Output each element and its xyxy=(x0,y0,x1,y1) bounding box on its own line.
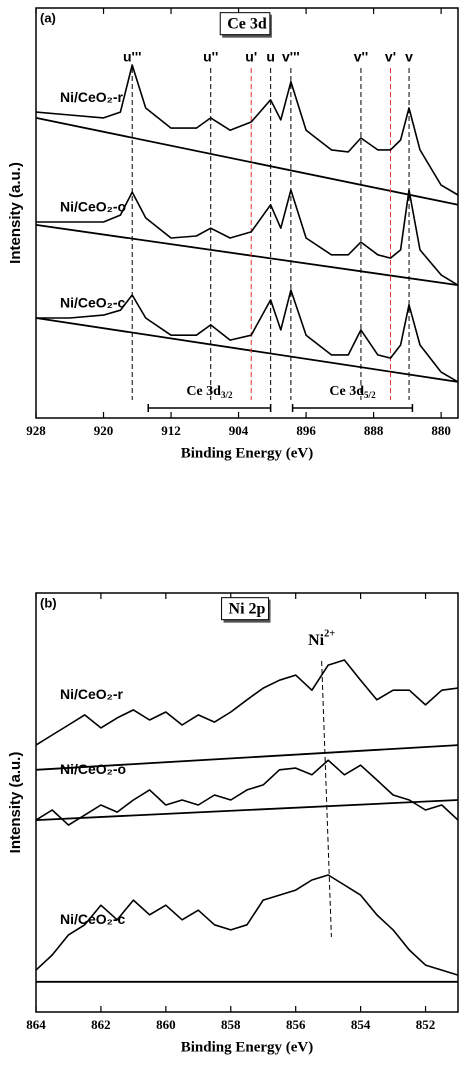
range-label: Ce 3d3/2 xyxy=(186,384,233,400)
annotation-label: Ni2+ xyxy=(308,629,335,649)
peak-label: v'' xyxy=(354,49,368,65)
series-label: Ni/CeO₂-o xyxy=(60,199,126,215)
range-label-main: Ce 3d xyxy=(186,384,221,399)
x-tick-label: 912 xyxy=(161,423,181,438)
baseline xyxy=(35,799,459,821)
peak-label: v''' xyxy=(282,49,300,65)
x-tick-label: 888 xyxy=(364,423,384,438)
x-tick-label: 864 xyxy=(26,1017,46,1032)
baseline xyxy=(35,744,459,771)
peak-label: v xyxy=(405,49,413,65)
title-box xyxy=(219,12,271,36)
series-label: Ni/CeO₂-r xyxy=(60,89,124,105)
y-axis-label: Intensity (a.u.) xyxy=(7,752,24,854)
peak-label: u'' xyxy=(203,49,218,65)
spectrum xyxy=(35,64,459,196)
spectrum xyxy=(35,874,459,976)
x-tick-label: 852 xyxy=(416,1017,436,1032)
chart-title: Ce 3d xyxy=(227,16,267,33)
x-axis-label: Binding Energy (eV) xyxy=(181,445,314,461)
x-tick-label: 880 xyxy=(431,423,451,438)
x-tick-label: 854 xyxy=(351,1017,371,1032)
range-label-sub: 5/2 xyxy=(364,390,376,400)
plot-frame xyxy=(35,592,459,1013)
x-tick-label: 858 xyxy=(221,1017,241,1032)
peak-label: v' xyxy=(385,49,396,65)
x-tick-label: 904 xyxy=(229,423,249,438)
spectrum xyxy=(36,289,459,383)
x-axis-label: Binding Energy (eV) xyxy=(181,1039,314,1055)
series-label: Ni/CeO₂-o xyxy=(60,761,126,777)
x-tick-label: 856 xyxy=(286,1017,306,1032)
baseline xyxy=(35,317,459,383)
baseline xyxy=(35,223,459,287)
spectrum xyxy=(36,189,459,286)
x-tick-label: 896 xyxy=(296,423,316,438)
peak-label: u xyxy=(266,49,275,65)
y-axis-label: Intensity (a.u.) xyxy=(7,162,24,264)
annotation-label-main: Ni xyxy=(308,632,325,649)
range-label-sub: 3/2 xyxy=(221,390,233,400)
peak-label: u''' xyxy=(123,49,142,65)
series-label: Ni/CeO₂-c xyxy=(60,911,126,927)
annotation-line xyxy=(321,660,332,938)
x-tick-label: 928 xyxy=(26,423,46,438)
plot-frame xyxy=(35,7,459,419)
title-box xyxy=(221,597,270,621)
peak-label: u' xyxy=(245,49,257,65)
panel-label: (a) xyxy=(40,10,56,25)
baseline xyxy=(35,116,459,206)
x-tick-label: 920 xyxy=(94,423,114,438)
x-tick-label: 860 xyxy=(156,1017,176,1032)
series-label: Ni/CeO₂-r xyxy=(60,686,124,702)
x-tick-label: 862 xyxy=(91,1017,111,1032)
chart-title: Ni 2p xyxy=(229,601,266,618)
range-label-main: Ce 3d xyxy=(329,384,364,399)
series-label: Ni/CeO₂-c xyxy=(60,295,126,311)
annotation-label-sup: 2+ xyxy=(324,629,335,640)
spectrum xyxy=(35,659,459,746)
range-label: Ce 3d5/2 xyxy=(329,384,376,400)
spectrum xyxy=(35,759,459,826)
panel-label: (b) xyxy=(40,595,57,610)
